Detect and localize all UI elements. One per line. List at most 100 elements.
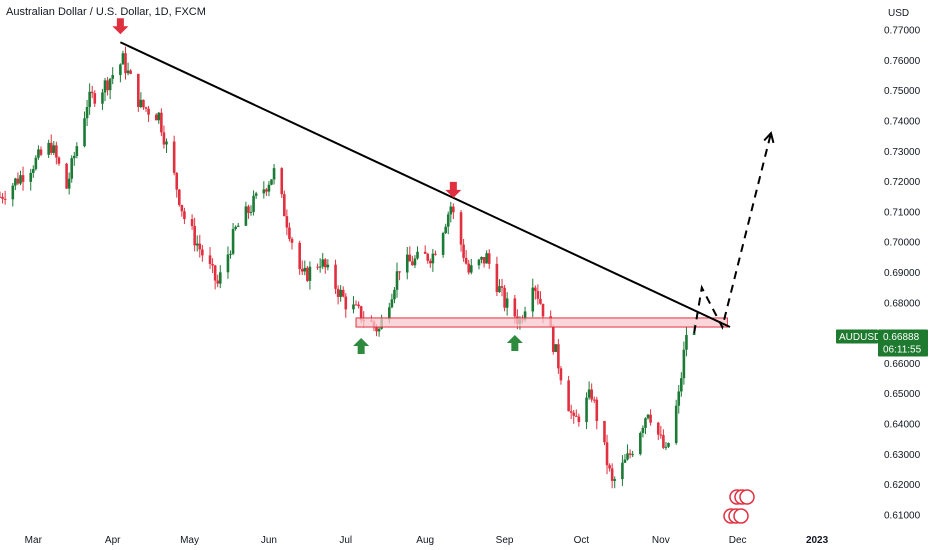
candle-body: [262, 189, 266, 194]
price-tick: 0.68000: [884, 298, 921, 309]
candle-body: [426, 253, 430, 261]
candle-body: [628, 453, 632, 455]
candle-body: [90, 91, 94, 94]
candle-body: [398, 271, 401, 273]
time-tick: 2023: [806, 535, 829, 546]
candle-body: [0, 196, 2, 198]
candle-body: [126, 70, 130, 74]
symbol-tag-text: AUDUSD: [839, 332, 881, 343]
candle-body: [208, 255, 212, 265]
candle-body: [534, 287, 537, 291]
candle-body: [631, 454, 634, 456]
candle-body: [201, 249, 204, 256]
price-tick: 0.77000: [884, 26, 921, 37]
candle-body: [405, 254, 409, 273]
candle-body: [318, 266, 322, 268]
candle-body: [595, 399, 599, 421]
candle-body: [498, 286, 501, 293]
candle-body: [536, 290, 540, 299]
candle-body: [306, 267, 309, 281]
candle-body: [119, 64, 122, 76]
candle-body: [469, 265, 473, 273]
candle-body: [487, 253, 491, 264]
candle-body: [175, 172, 179, 190]
candle-body: [352, 304, 355, 310]
candle-body: [67, 178, 71, 189]
news-icon: [739, 489, 755, 505]
candle-body: [541, 303, 545, 317]
candle-body: [641, 427, 645, 433]
candle-body: [190, 219, 194, 226]
events-icon: [733, 508, 749, 524]
time-axis: Mar Apr May Jun Jul Aug Sep Oct Nov Dec 2023: [25, 535, 829, 546]
candle-body: [646, 414, 650, 419]
time-tick: Oct: [574, 535, 590, 546]
candle-body: [685, 334, 688, 350]
candle-body: [644, 418, 647, 428]
candle-body: [667, 443, 670, 447]
candle-body: [408, 254, 412, 262]
candle-body: [464, 257, 468, 264]
candle-body: [572, 412, 576, 416]
candle-body: [290, 238, 294, 243]
candle-body: [500, 286, 504, 288]
candle-body: [16, 178, 20, 184]
candle-body: [267, 184, 271, 192]
candle-body: [157, 112, 161, 121]
time-tick: Apr: [105, 535, 121, 546]
candle-body: [449, 206, 453, 215]
candle-body: [682, 349, 686, 379]
candle-body: [14, 178, 17, 186]
candle-body: [139, 99, 143, 107]
candle-body: [254, 193, 258, 196]
candle-body: [393, 289, 396, 300]
price-tag: [878, 329, 928, 357]
candle-body: [557, 344, 560, 369]
candle-body: [505, 298, 509, 308]
candle-body: [334, 264, 337, 289]
candle-body: [480, 257, 483, 260]
candle-body: [677, 391, 681, 406]
price-tick: 0.63000: [884, 450, 921, 461]
candle-body: [180, 204, 184, 212]
candle-body: [585, 397, 588, 423]
candle-body: [198, 243, 202, 250]
time-tick: Sep: [496, 535, 514, 546]
candle-body: [610, 468, 614, 481]
time-tick: Nov: [652, 535, 670, 546]
candle-body: [218, 272, 222, 284]
candle-body: [462, 244, 465, 258]
candle-body: [88, 91, 91, 108]
candle-body: [216, 280, 220, 284]
candle-body: [1, 196, 4, 199]
candle-body: [321, 259, 325, 267]
candle-body: [65, 163, 68, 189]
candle-body: [434, 253, 437, 255]
candle-body: [513, 298, 517, 317]
trendline: [119, 41, 731, 328]
candle-body: [446, 214, 450, 227]
price-axis-currency: USD: [888, 8, 909, 19]
candle-body: [226, 254, 230, 273]
candle-body: [482, 257, 486, 264]
price-axis: USD 0.77000 0.76000 0.75000 0.74000 0.73000 0.…: [884, 8, 921, 521]
candle-body: [85, 107, 89, 119]
candle-body: [444, 226, 447, 234]
candle-body: [229, 253, 232, 255]
candle-body: [608, 465, 611, 469]
candle-body: [416, 251, 419, 259]
candles-layer: [0, 46, 696, 489]
candle-body: [160, 112, 163, 133]
candle-body: [326, 264, 330, 268]
candle-body: [621, 462, 624, 480]
price-tick: 0.73000: [884, 147, 921, 158]
candle-body: [662, 435, 665, 448]
candle-body: [341, 289, 345, 297]
candle-body: [244, 206, 248, 226]
candle-body: [523, 311, 527, 320]
candle-body: [52, 145, 56, 153]
candle-body: [162, 132, 166, 145]
candle-body: [354, 304, 358, 306]
